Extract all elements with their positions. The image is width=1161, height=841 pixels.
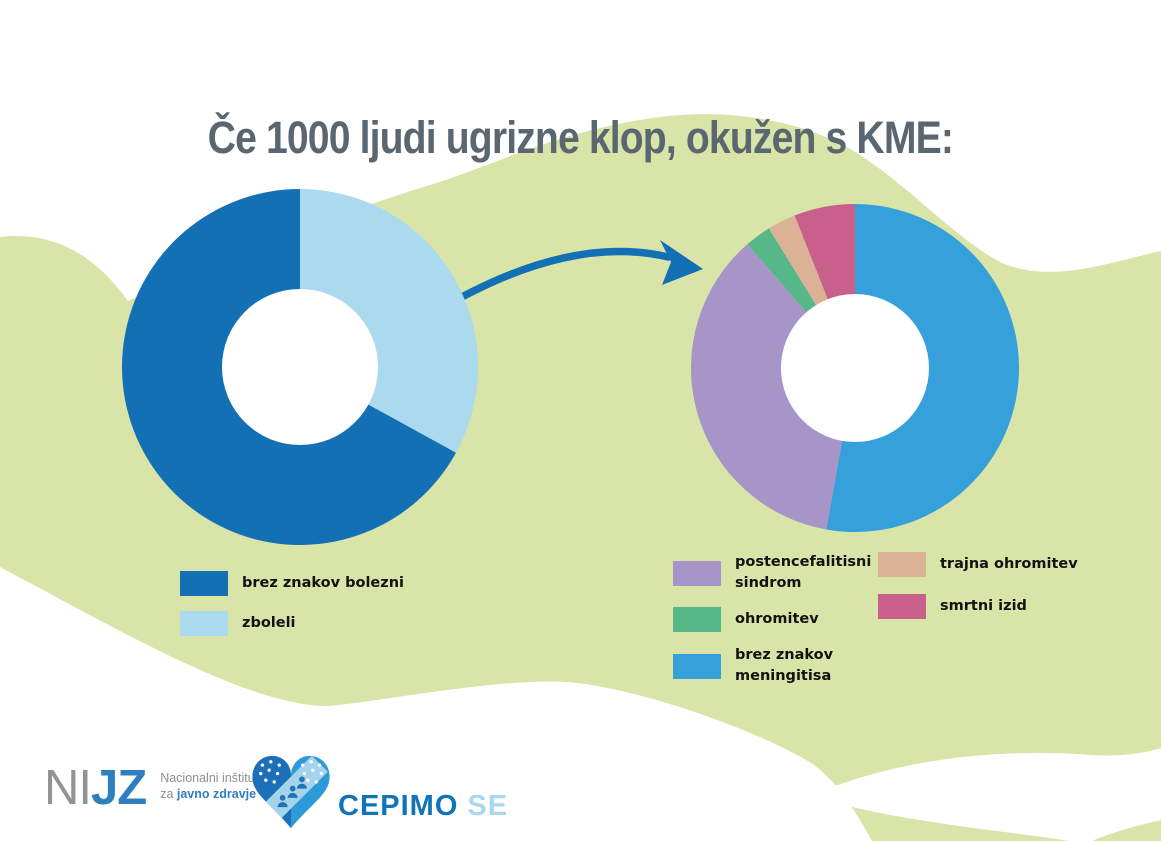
nijz-letters-blue: JZ — [91, 761, 147, 815]
right-chart-legend-col2: trajna ohromitev smrtni izid — [878, 552, 1078, 636]
legend-swatch-zboleli — [180, 611, 228, 636]
people-icons — [277, 776, 307, 808]
right-donut-chart — [691, 204, 1019, 532]
page-title-text: Če 1000 ljudi ugrizne klop, okužen s KME… — [207, 112, 954, 163]
cepimo-text-accent: SE — [467, 789, 509, 822]
arrow-curve — [428, 247, 672, 318]
legend-label: zboleli — [242, 614, 296, 631]
legend-swatch-ohromitev — [673, 607, 721, 633]
legend-item: zboleli — [180, 611, 404, 636]
nijz-letters-gray: NI — [44, 761, 92, 815]
legend-label: trajna ohromitev — [940, 555, 1078, 572]
cepimo-heart-icon — [252, 755, 330, 829]
legend-swatch-brez-znakov-bolezni — [180, 571, 228, 596]
legend-label: brez znakov bolezni — [242, 574, 404, 591]
legend-swatch-trajna-ohromitev — [878, 552, 926, 577]
legend-item: brez znakov meningitisa — [673, 645, 857, 687]
legend-swatch-smrtni-izid — [878, 594, 926, 619]
legend-item: trajna ohromitev — [878, 552, 1078, 577]
legend-item: postencefalitisni sindrom — [673, 552, 872, 594]
nijz-subtitle-line2: za javno zdravje — [160, 786, 258, 802]
donut-segment-postencefalitisni-sindrom — [691, 244, 855, 530]
left-donut-chart — [122, 189, 478, 545]
left-chart-legend: brez znakov bolezni zboleli — [180, 571, 404, 636]
legend-item: smrtni izid — [878, 594, 1078, 619]
page-title: Če 1000 ljudi ugrizne klop, okužen s KME… — [0, 112, 1161, 164]
legend-label: ohromitev — [735, 611, 819, 628]
nijz-subtitle-bold: javno zdravje — [176, 787, 257, 802]
legend-label: smrtni izid — [940, 597, 1027, 614]
donut-hole — [222, 289, 378, 445]
right-chart-legend-col1: postencefalitisni sindrom ohromitev brez… — [673, 552, 872, 700]
nijz-subtitle-prefix: za — [160, 787, 177, 802]
nijz-subtitle-line1: Nacionalni inštitut — [160, 771, 259, 785]
nijz-letters: NIJZ — [44, 760, 147, 816]
cepimo-se-logo: CEPIMO SE — [248, 750, 508, 834]
nijz-logo: NIJZ Nacionalni inštitut za javno zdravj… — [44, 760, 258, 816]
legend-swatch-postencefalitisni-sindrom — [673, 560, 721, 586]
cepimo-wordmark: CEPIMO SE — [338, 790, 508, 823]
legend-item: brez znakov bolezni — [180, 571, 404, 596]
legend-swatch-brez-znakov-meningitisa — [673, 653, 721, 679]
legend-label: postencefalitisni sindrom — [735, 554, 872, 592]
cepimo-text-main: CEPIMO — [338, 789, 459, 822]
legend-label: brez znakov meningitisa — [735, 647, 834, 685]
donut-hole — [781, 294, 929, 442]
legend-item: ohromitev — [673, 607, 857, 633]
white-wave-lens — [812, 748, 1161, 841]
arrow-head-icon — [660, 240, 703, 285]
nijz-subtitle: Nacionalni inštitut za javno zdravje — [160, 770, 258, 803]
